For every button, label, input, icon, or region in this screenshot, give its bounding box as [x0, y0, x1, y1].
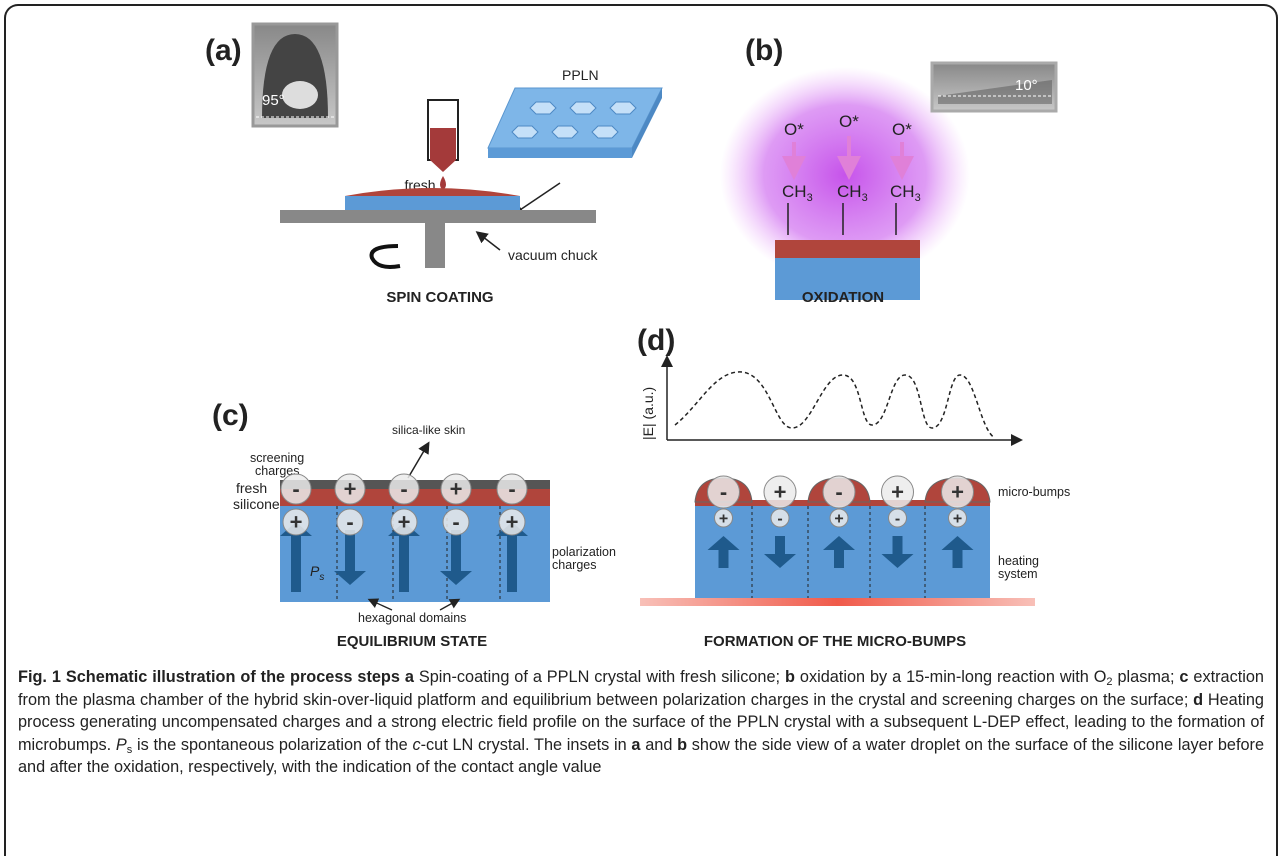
- radical: O*: [839, 112, 859, 131]
- caption-run: Spin-coating of a PPLN crystal with fres…: [414, 668, 785, 686]
- group-sub: 3: [915, 192, 921, 204]
- charge-sign: -: [400, 477, 407, 502]
- radical: O*: [892, 120, 912, 139]
- heater: [640, 598, 1035, 606]
- domains: + - + - + - + - + +: [695, 476, 990, 598]
- group-base: CH: [782, 182, 807, 201]
- caption-run: P: [116, 736, 127, 754]
- hexagon: [570, 102, 596, 114]
- chuck-label: vacuum chuck: [508, 247, 598, 263]
- charge-sign: -: [346, 510, 353, 535]
- panel-label: (b): [745, 34, 783, 67]
- ppln-top: [488, 88, 662, 148]
- droplet-highlight: [282, 81, 318, 109]
- panel-label: (a): [205, 34, 242, 67]
- charge-sign: -: [835, 480, 842, 505]
- ps-sub: s: [319, 572, 324, 583]
- charge-sign: +: [290, 510, 303, 535]
- panel-label: (d): [637, 324, 675, 357]
- charge-sign: -: [292, 477, 299, 502]
- silicone-film: [345, 188, 520, 196]
- hexagon: [610, 102, 636, 114]
- hexagon: [512, 126, 538, 138]
- charge-sign: +: [953, 511, 962, 528]
- charge-sign: +: [834, 511, 843, 528]
- charge-sign: +: [398, 510, 411, 535]
- silicone-label: fresh: [236, 480, 267, 496]
- skin-label: silica-like skin: [392, 423, 465, 437]
- heater-label: system: [998, 567, 1038, 581]
- domains-label: hexagonal domains: [358, 611, 466, 625]
- group-sub: 3: [862, 192, 868, 204]
- arrow: [408, 444, 428, 478]
- polarization-label: charges: [552, 558, 596, 572]
- group-base: CH: [890, 182, 915, 201]
- hexagon: [592, 126, 618, 138]
- caption-run: Fig. 1 Schematic illustration of the pro…: [18, 668, 405, 686]
- caption-run: c: [412, 736, 420, 754]
- silicone-layer: [775, 240, 920, 258]
- charge-sign: -: [895, 511, 900, 528]
- charge-sign: +: [344, 477, 357, 502]
- caption: Fig. 1 Schematic illustration of the pro…: [18, 666, 1264, 779]
- heater-label: heating: [998, 554, 1039, 568]
- pipette-liquid: [430, 128, 456, 172]
- spin-arrow: [372, 246, 400, 267]
- chuck-plate: [280, 210, 596, 223]
- charge-sign: -: [508, 477, 515, 502]
- panel-title: OXIDATION: [802, 289, 884, 306]
- charge-sign: +: [891, 480, 904, 505]
- inset-angle: 10°: [1015, 77, 1038, 94]
- charge-sign: +: [774, 480, 787, 505]
- caption-run: and: [640, 736, 677, 754]
- group-base: CH: [837, 182, 862, 201]
- charge-sign: +: [506, 510, 519, 535]
- caption-run: plasma;: [1113, 668, 1180, 686]
- caption-run: oxidation by a 15-min-long reaction with…: [795, 668, 1106, 686]
- bumps-label: micro-bumps: [998, 485, 1070, 499]
- inset-angle: 95°: [262, 92, 285, 109]
- field-profile: [675, 372, 995, 438]
- charge-sign: +: [719, 511, 728, 528]
- arrow: [478, 233, 500, 250]
- chuck-stem: [425, 223, 445, 268]
- caption-run: is the spontaneous polarization of the: [132, 736, 412, 754]
- radical: O*: [784, 120, 804, 139]
- hexagon: [530, 102, 556, 114]
- panel-title: FORMATION OF THE MICRO-BUMPS: [704, 633, 966, 650]
- figure: (a) 95° PPLN fresh silicone vacuum chuck…: [0, 0, 1282, 660]
- charge-sign: +: [450, 477, 463, 502]
- ppln-front: [488, 148, 632, 158]
- screening-label: screening: [250, 451, 304, 465]
- drop: [440, 176, 446, 190]
- polarization-label: polarization: [552, 545, 616, 559]
- caption-run: a: [405, 668, 414, 686]
- arrow: [514, 183, 560, 214]
- group-sub: 3: [807, 192, 813, 204]
- charge-sign: -: [777, 511, 782, 528]
- crystal: [345, 196, 520, 210]
- panel-title: EQUILIBRIUM STATE: [337, 633, 487, 650]
- caption-run: -cut LN crystal. The insets in: [421, 736, 632, 754]
- panel-title: SPIN COATING: [386, 289, 493, 306]
- caption-run: d: [1193, 691, 1203, 709]
- caption-run: b: [785, 668, 795, 686]
- y-axis-label: |E| (a.u.): [640, 387, 656, 440]
- panel-label: (c): [212, 399, 249, 432]
- charge-sign: -: [720, 480, 727, 505]
- caption-run: b: [677, 736, 687, 754]
- silicone-label: silicone: [233, 496, 280, 512]
- page: (a) 95° PPLN fresh silicone vacuum chuck…: [0, 0, 1282, 841]
- charge-sign: -: [452, 510, 459, 535]
- charge-sign: +: [951, 480, 964, 505]
- crystal-label: PPLN: [562, 67, 599, 83]
- hexagon: [552, 126, 578, 138]
